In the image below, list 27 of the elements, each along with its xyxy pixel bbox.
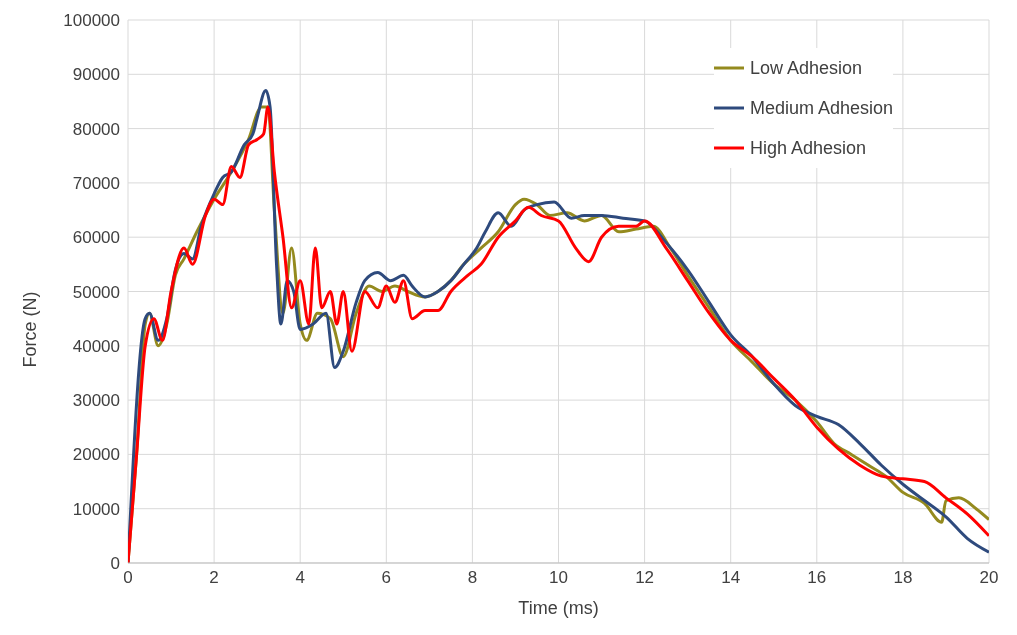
y-tick-label: 0	[110, 554, 120, 574]
y-tick-label: 30000	[72, 391, 120, 411]
x-tick-label: 16	[807, 568, 827, 588]
x-tick-label: 4	[295, 568, 305, 588]
y-tick-label: 50000	[72, 282, 120, 302]
y-axis-title: Force (N)	[20, 291, 41, 368]
y-tick-label: 20000	[72, 445, 120, 465]
y-tick-label: 90000	[72, 65, 120, 85]
y-tick-label: 80000	[72, 119, 120, 139]
x-tick-label: 8	[467, 568, 478, 588]
y-tick-label: 100000	[63, 11, 120, 31]
legend-label: High Adhesion	[749, 137, 866, 159]
y-tick-label: 40000	[72, 336, 120, 356]
x-tick-label: 20	[979, 568, 999, 588]
x-tick-label: 12	[635, 568, 655, 588]
x-tick-label: 10	[549, 568, 568, 588]
x-tick-label: 6	[381, 568, 392, 588]
x-tick-label: 14	[721, 568, 741, 588]
x-axis-title: Time (ms)	[518, 597, 599, 618]
legend-label: Medium Adhesion	[749, 97, 893, 119]
legend-label: Low Adhesion	[749, 57, 862, 79]
x-tick-label: 18	[893, 568, 913, 588]
y-tick-label: 70000	[72, 173, 120, 193]
y-tick-label: 60000	[72, 228, 120, 248]
y-tick-label: 10000	[72, 499, 120, 519]
x-tick-label: 0	[123, 568, 133, 588]
x-tick-label: 2	[209, 568, 219, 588]
